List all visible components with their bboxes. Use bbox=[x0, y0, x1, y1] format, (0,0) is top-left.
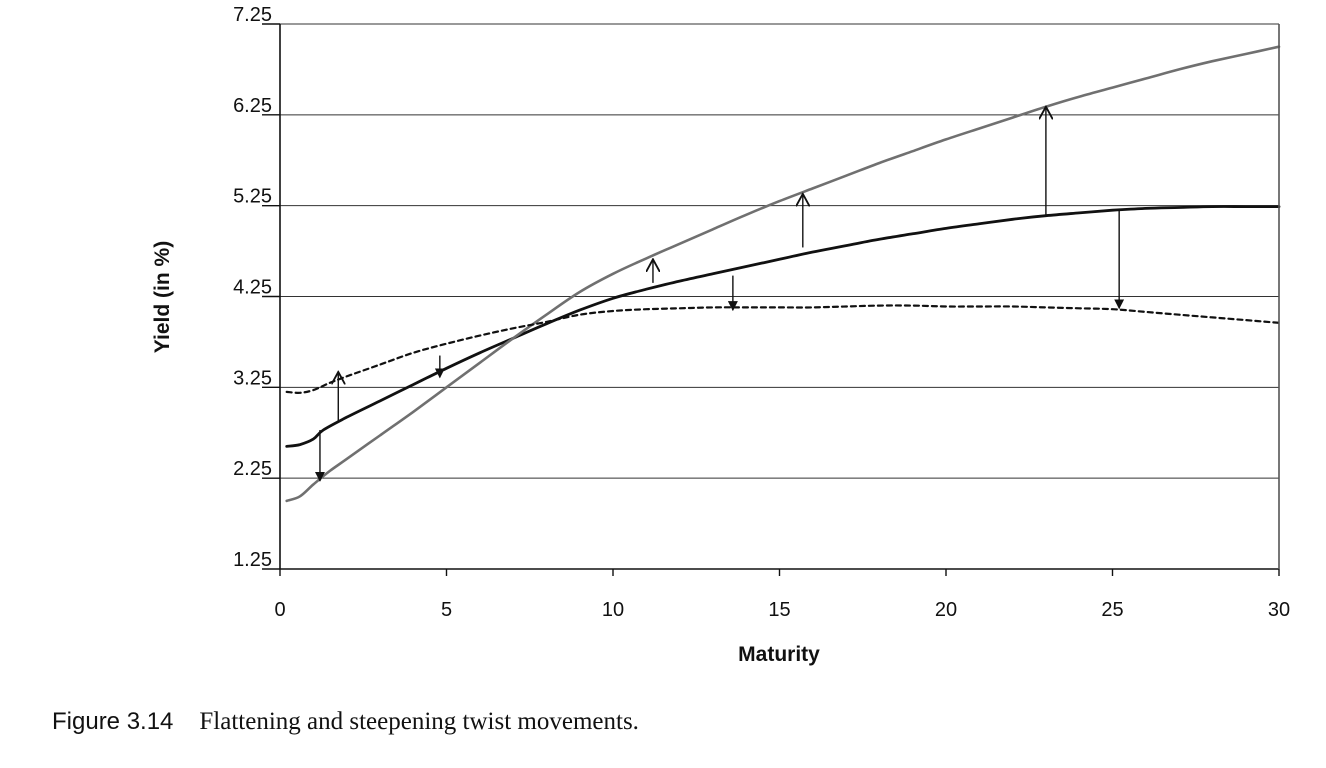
series-line-solid-black bbox=[285, 205, 1281, 448]
x-tick-label: 20 bbox=[935, 599, 957, 621]
x-tick-label: 0 bbox=[274, 599, 285, 621]
x-tick-label: 15 bbox=[768, 599, 790, 621]
y-tick-label: 3.25 bbox=[233, 367, 272, 389]
y-tick-label: 5.25 bbox=[233, 186, 272, 208]
series-line-dashed-black bbox=[285, 304, 1281, 394]
y-tick-label: 2.25 bbox=[233, 458, 272, 480]
x-axis-title: Maturity bbox=[738, 643, 820, 666]
figure-caption: Figure 3.14 Flattening and steepening twi… bbox=[52, 708, 639, 736]
series-line-solid-gray bbox=[285, 45, 1281, 503]
figure-caption-text: Flattening and steepening twist movement… bbox=[199, 708, 639, 735]
x-tick-label: 5 bbox=[441, 599, 452, 621]
y-axis-title: Yield (in %) bbox=[151, 241, 174, 353]
x-tick-label: 30 bbox=[1268, 599, 1290, 621]
figure-number: Figure 3.14 bbox=[52, 708, 174, 735]
y-tick-label: 6.25 bbox=[233, 95, 272, 117]
axes bbox=[262, 23, 1280, 576]
y-tick-label: 4.25 bbox=[233, 277, 272, 299]
gridlines bbox=[280, 23, 1279, 570]
tick-labels: 1.25 2.25 3.25 4.25 5.25 6.25 7.25 0 5 10 15 20 25 30 bbox=[233, 4, 1290, 621]
shift-arrows bbox=[314, 107, 1125, 482]
x-tick-label: 10 bbox=[602, 599, 624, 621]
x-tick-label: 25 bbox=[1101, 599, 1123, 621]
y-tick-label: 7.25 bbox=[233, 4, 272, 26]
series-lines bbox=[285, 45, 1281, 503]
y-tick-label: 1.25 bbox=[233, 549, 272, 571]
